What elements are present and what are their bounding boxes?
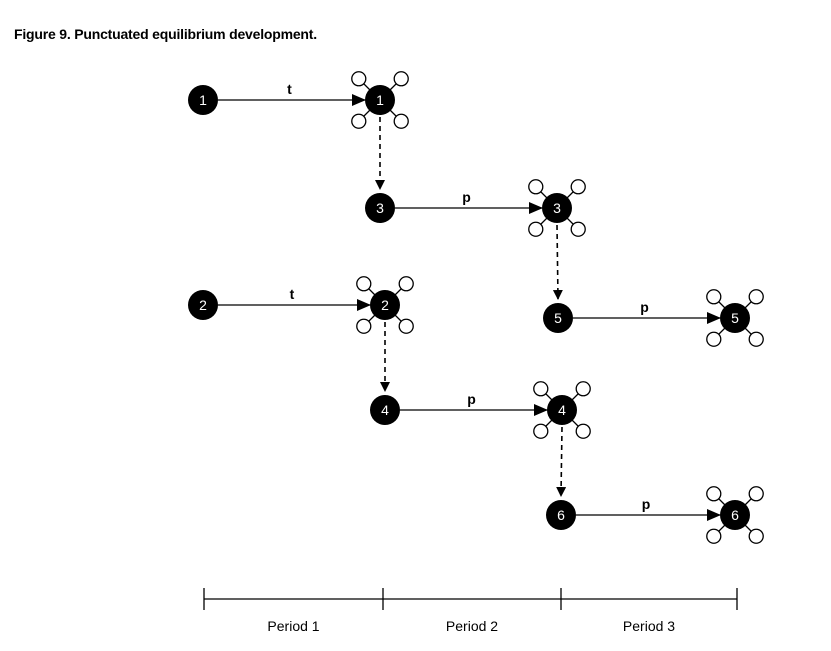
node-label: 2 [381,297,389,313]
satellite-node [706,528,722,544]
node-label: 1 [376,92,384,108]
satellite-node [570,221,586,237]
node-label: 2 [199,297,207,313]
edge-b3-a5 [552,224,563,300]
expanded-node-4: 4 [533,381,591,439]
node-label: 5 [554,310,562,326]
node-circle [546,500,576,530]
node-circle [365,85,395,115]
satellite-node [351,113,367,129]
edge-a2-b2: t [218,286,371,311]
node-circle [543,303,573,333]
edge-label: p [462,189,471,205]
edge-label: t [287,81,292,97]
satellite-node [528,179,544,195]
expanded-node-6: 6 [706,486,764,544]
edge-a6-b6: p [576,496,721,521]
satellite-node [706,331,722,347]
node-3: 3 [365,193,395,223]
satellite-node [706,486,722,502]
node-5: 5 [543,303,573,333]
node-circle [720,303,750,333]
satellite-node [393,71,409,87]
node-circle [547,395,577,425]
expanded-node-1: 1 [351,71,409,129]
edge-label: t [290,286,295,302]
satellite-node [748,528,764,544]
period-label-2: Period 2 [446,618,498,634]
period-label-1: Period 1 [267,618,319,634]
node-circle [188,85,218,115]
satellite-node [393,113,409,129]
edge-a3-b3: p [395,189,543,214]
node-circle [188,290,218,320]
satellite-node [748,486,764,502]
expanded-node-5: 5 [706,289,764,347]
period-timeline: Period 1 Period 2 Period 3 [203,588,738,634]
node-label: 4 [381,402,389,418]
edge-label: p [467,391,476,407]
node-1: 1 [188,85,218,115]
satellite-node [398,318,414,334]
edge-a5-b5: p [573,299,721,324]
edge-a1-b1: t [218,81,366,106]
node-label: 6 [731,507,739,523]
satellite-node [570,179,586,195]
node-label: 3 [376,200,384,216]
satellite-node [748,289,764,305]
satellite-node [533,381,549,397]
edge-label: p [642,496,651,512]
satellite-node [706,289,722,305]
satellite-node [528,221,544,237]
satellite-node [575,381,591,397]
node-label: 4 [558,402,566,418]
figure-title: Figure 9. Punctuated equilibrium develop… [14,26,317,42]
dashed-arrow [552,224,563,300]
satellite-node [356,276,372,292]
edge-b4-a6 [556,426,567,497]
node-circle [365,193,395,223]
node-label: 1 [199,92,207,108]
node-4: 4 [370,395,400,425]
node-2: 2 [188,290,218,320]
satellite-node [533,423,549,439]
node-label: 6 [557,507,565,523]
period-label-3: Period 3 [623,618,675,634]
node-label: 5 [731,310,739,326]
satellite-node [398,276,414,292]
nodes-layer: 1 1 3 3 2 2 5 5 4 4 6 6 [188,71,764,544]
node-6: 6 [546,500,576,530]
expanded-node-2: 2 [356,276,414,334]
node-circle [370,290,400,320]
satellite-node [575,423,591,439]
node-circle [542,193,572,223]
node-label: 3 [553,200,561,216]
satellite-node [356,318,372,334]
dashed-arrow [556,426,567,497]
expanded-node-3: 3 [528,179,586,237]
edge-label: p [640,299,649,315]
node-circle [370,395,400,425]
edges-layer: t p p t p p [218,81,721,521]
node-circle [720,500,750,530]
satellite-node [351,71,367,87]
satellite-node [748,331,764,347]
edge-a4-b4: p [400,391,548,416]
